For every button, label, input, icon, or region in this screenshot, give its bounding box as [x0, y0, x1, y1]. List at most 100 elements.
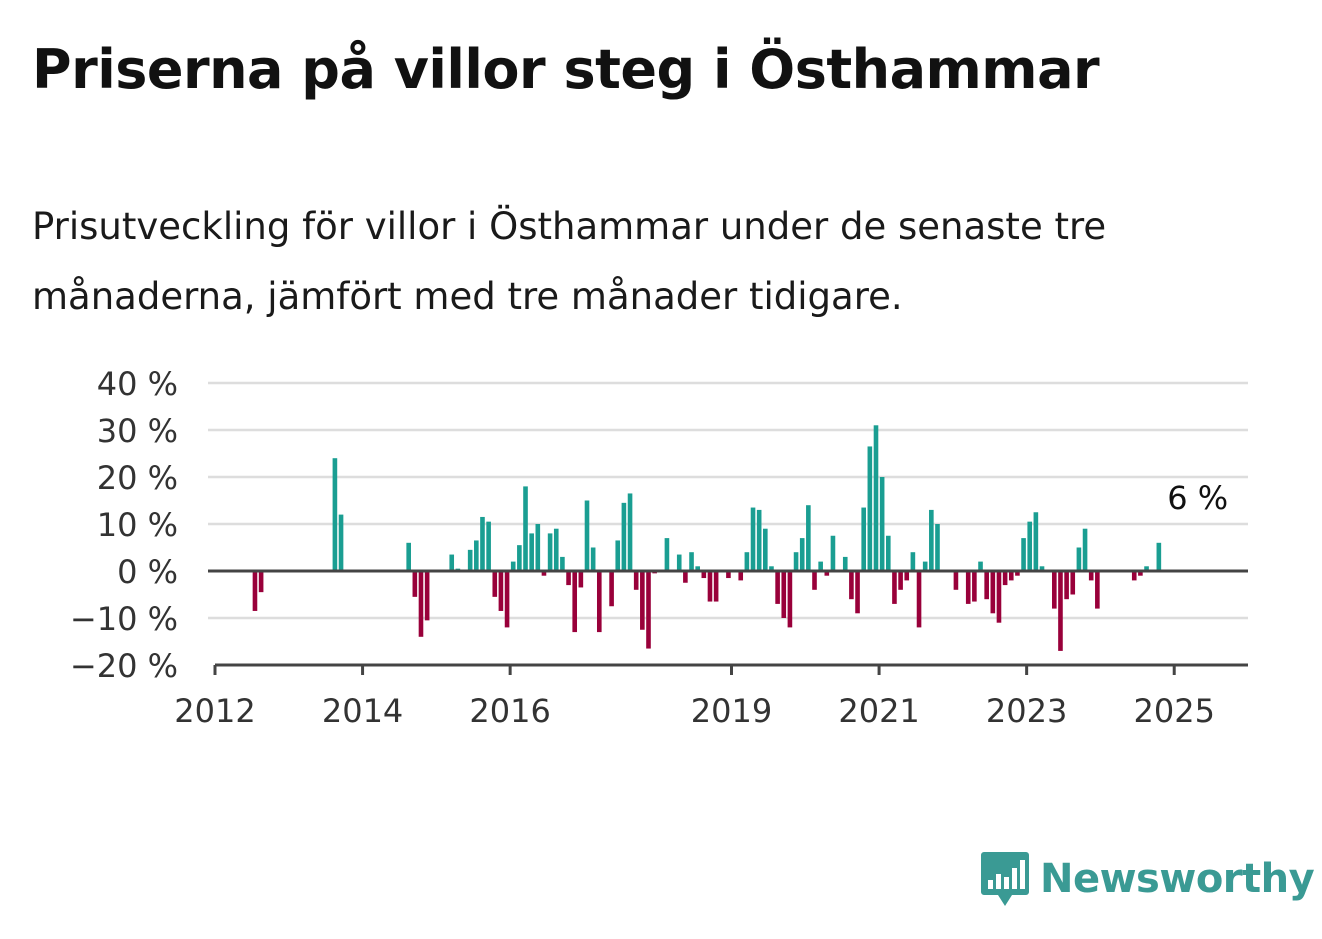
- bar: [929, 509, 934, 571]
- bar: [984, 571, 989, 600]
- bar: [898, 571, 903, 590]
- bar: [547, 533, 553, 571]
- bar: [1144, 566, 1149, 571]
- bar: [467, 549, 473, 571]
- value-annotation: 6 %: [1167, 479, 1228, 517]
- annotations: 6 %: [1164, 476, 1231, 520]
- bar: [621, 502, 627, 571]
- bar: [627, 493, 633, 571]
- brand-name: Newsworthy: [1040, 856, 1315, 902]
- bar: [584, 500, 590, 571]
- bar: [474, 540, 479, 571]
- y-tick-label: −10 %: [70, 600, 178, 638]
- bar: [1021, 538, 1026, 571]
- bar: [258, 571, 264, 593]
- x-tick-label: 2023: [986, 692, 1067, 730]
- bar: [517, 545, 522, 571]
- bar: [1015, 571, 1020, 576]
- bar: [873, 425, 879, 571]
- bar: [424, 571, 430, 621]
- bar: [701, 571, 707, 579]
- bar: [1008, 571, 1014, 581]
- bar: [904, 571, 910, 581]
- y-tick-label: 40 %: [97, 365, 178, 403]
- chart-title: Priserna på villor steg i Östhammar: [32, 38, 1100, 101]
- bar: [738, 571, 744, 581]
- bar: [713, 571, 719, 602]
- bar: [756, 509, 762, 571]
- bar: [695, 566, 700, 571]
- bar: [763, 528, 768, 571]
- bar: [1076, 547, 1082, 571]
- axes: [208, 569, 1248, 675]
- bar: [590, 547, 596, 571]
- bar: [676, 554, 682, 571]
- bar: [492, 571, 498, 597]
- bar: [449, 554, 455, 571]
- x-tick-label: 2021: [838, 692, 919, 730]
- bar: [572, 571, 578, 633]
- x-tick-label: 2014: [322, 692, 403, 730]
- bar: [529, 533, 534, 571]
- bar: [664, 538, 670, 571]
- bar: [1131, 571, 1137, 581]
- bar: [1138, 571, 1143, 576]
- y-tick-label: 20 %: [97, 459, 178, 497]
- bar: [578, 571, 584, 588]
- bar: [252, 571, 258, 611]
- bar: [646, 571, 651, 649]
- bar: [535, 524, 541, 571]
- bar: [1058, 571, 1063, 651]
- bar: [750, 507, 756, 571]
- bar: [953, 571, 959, 590]
- bar: [332, 458, 338, 571]
- bar: [935, 524, 940, 571]
- bar: [824, 571, 830, 576]
- bar: [996, 571, 1002, 623]
- bar: [338, 514, 344, 571]
- bar: [707, 571, 713, 602]
- bar: [566, 571, 571, 586]
- bar: [609, 571, 614, 607]
- bar: [560, 556, 565, 571]
- bar: [922, 561, 928, 571]
- y-tick-label: 0 %: [117, 553, 178, 591]
- bar: [523, 486, 528, 571]
- bar: [418, 571, 424, 637]
- bar: [1002, 571, 1008, 586]
- bar: [726, 571, 731, 579]
- bar: [885, 535, 891, 571]
- bar: [990, 571, 996, 614]
- brand-logo: Newsworthy: [980, 850, 1315, 908]
- bar: [775, 571, 780, 604]
- bar: [879, 477, 885, 571]
- bar: [486, 521, 491, 571]
- bar: [510, 561, 516, 571]
- bar: [769, 566, 774, 571]
- bar: [504, 571, 510, 628]
- bar: [867, 446, 873, 571]
- bar: [640, 571, 645, 630]
- bar: [978, 561, 983, 571]
- bar: [855, 571, 860, 614]
- bar: [1027, 521, 1033, 571]
- bar: [1033, 512, 1039, 571]
- bar: [596, 571, 602, 633]
- x-axis-labels: 2012 2014 2016 2019 2021 2023 2025: [174, 692, 1215, 730]
- bar: [1088, 571, 1094, 581]
- bar: [787, 571, 793, 628]
- bar: [812, 571, 817, 590]
- bar: [818, 561, 823, 571]
- y-tick-label: 30 %: [97, 412, 178, 450]
- gridlines: [208, 381, 1248, 620]
- bar: [1070, 571, 1076, 595]
- chart-subtitle: Prisutveckling för villor i Östhammar un…: [32, 205, 1107, 318]
- bar: [1095, 571, 1100, 609]
- x-tick-label: 2012: [174, 692, 255, 730]
- bar: [972, 571, 977, 602]
- bars: [252, 425, 1162, 651]
- bar: [861, 507, 866, 571]
- bar: [541, 571, 547, 576]
- bar: [830, 535, 836, 571]
- bar: [892, 571, 897, 604]
